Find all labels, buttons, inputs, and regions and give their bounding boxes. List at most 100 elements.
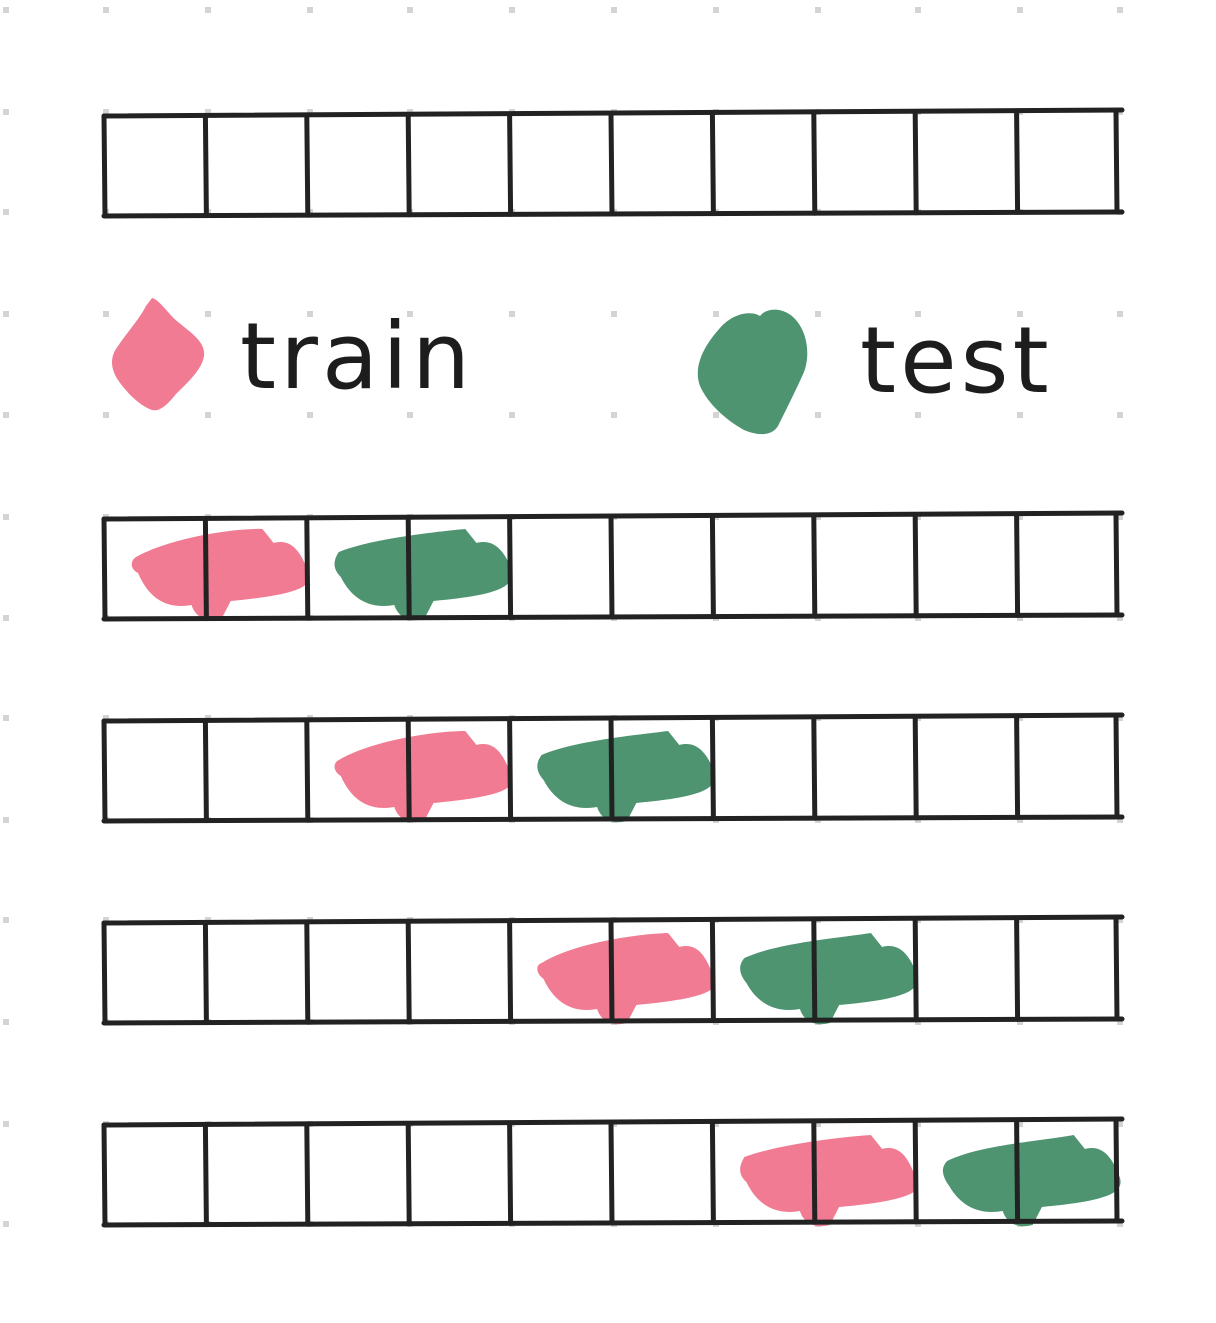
cell-divider (405, 717, 412, 823)
cell-divider (608, 1120, 615, 1226)
grid-dot (103, 311, 109, 317)
grid-dot (103, 412, 109, 418)
grid-dot (3, 615, 9, 621)
grid-dot (611, 7, 617, 13)
cell-divider (507, 918, 514, 1024)
cell-divider (1113, 512, 1120, 618)
cell-divider (304, 515, 311, 621)
grid-dot (3, 109, 9, 115)
cell-divider (1014, 1118, 1021, 1224)
grid-dot (407, 7, 413, 13)
grid-dot (307, 412, 313, 418)
grid-dot (3, 1221, 9, 1227)
cell-divider (912, 715, 919, 821)
grid-dot (3, 1019, 9, 1025)
test-block-split-4 (942, 1135, 1121, 1227)
grid-dot (915, 7, 921, 13)
cell-divider (912, 110, 919, 216)
grid-dot (1117, 817, 1123, 823)
grid-dot (1117, 715, 1123, 721)
grid-dot (3, 7, 9, 13)
cell-divider (912, 917, 919, 1023)
grid-dot (205, 311, 211, 317)
cell-divider (202, 920, 209, 1026)
grid-dot (103, 715, 109, 721)
grid-row-split-2 (101, 712, 1125, 824)
grid-dot (713, 7, 719, 13)
train-legend-marker-icon (112, 298, 205, 411)
cell-divider (608, 716, 615, 822)
train-block-split-4 (740, 1135, 918, 1227)
cell-divider (811, 513, 818, 619)
grid-dot (205, 7, 211, 13)
cell-divider (202, 1122, 209, 1228)
cell-divider (405, 112, 412, 218)
grid-dot (307, 109, 313, 115)
cell-divider (608, 111, 615, 217)
grid-dot (1117, 1019, 1123, 1025)
cell-divider (202, 113, 209, 219)
grid-dot (509, 7, 515, 13)
cell-divider (811, 715, 818, 821)
cell-divider (304, 919, 311, 1025)
cell-divider (101, 718, 108, 824)
cell-divider (304, 112, 311, 218)
grid-dot (509, 311, 515, 317)
grid-dot (103, 7, 109, 13)
grid-dot (103, 917, 109, 923)
legend: train test (112, 298, 1049, 435)
grid-dot (915, 514, 921, 520)
cell-divider (507, 514, 514, 620)
grid-row-split-3 (101, 914, 1125, 1026)
grid-dot (713, 412, 719, 418)
grid-dot (509, 412, 515, 418)
grid-dot (915, 311, 921, 317)
train-block-split-3 (537, 933, 715, 1025)
cell-divider (202, 718, 209, 824)
grid-dot (1117, 412, 1123, 418)
grid-dot (611, 311, 617, 317)
grid-dot (1117, 1121, 1123, 1127)
grid-dot (307, 7, 313, 13)
train-block-split-1 (131, 528, 310, 621)
grid-dot (1117, 311, 1123, 317)
grid-dot (307, 311, 313, 317)
cell-divider (709, 918, 716, 1024)
grid-dot (407, 311, 413, 317)
cell-divider (1113, 1118, 1120, 1224)
cell-divider (405, 1121, 412, 1227)
grid-dot (3, 1121, 9, 1127)
grid-dot (1017, 1121, 1023, 1127)
cell-divider (912, 1119, 919, 1225)
cell-divider (1014, 109, 1021, 215)
cell-divider (1113, 109, 1120, 215)
cell-divider (709, 514, 716, 620)
grid-row-empty (101, 107, 1125, 219)
cell-divider (608, 514, 615, 620)
cell-divider (202, 516, 209, 622)
cell-divider (709, 111, 716, 217)
cell-divider (101, 1122, 108, 1228)
test-block-split-1 (334, 529, 513, 621)
grid-dot (103, 109, 109, 115)
cell-divider (912, 513, 919, 619)
cell-divider (608, 918, 615, 1024)
grid-dot (407, 412, 413, 418)
grid-dot (815, 1121, 821, 1127)
grid-dot (713, 311, 719, 317)
grid-dot (205, 412, 211, 418)
grid-dot (3, 209, 9, 215)
train-legend-label: train (240, 303, 474, 410)
cell-divider (1014, 916, 1021, 1022)
cell-divider (507, 1120, 514, 1226)
test-block-split-3 (740, 933, 918, 1025)
grid-dot (3, 514, 9, 520)
grid-dot (815, 7, 821, 13)
grid-dot (713, 1121, 719, 1127)
grid-dot (3, 412, 9, 418)
cell-divider (101, 920, 108, 1026)
grid-dot (1017, 412, 1023, 418)
test-block-split-2 (537, 731, 715, 823)
cell-divider (811, 917, 818, 1023)
